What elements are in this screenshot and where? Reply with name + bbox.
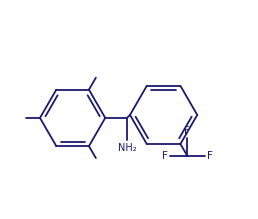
Text: NH₂: NH₂: [118, 143, 136, 153]
Text: F: F: [162, 151, 168, 161]
Text: F: F: [207, 151, 213, 161]
Text: F: F: [184, 126, 190, 136]
